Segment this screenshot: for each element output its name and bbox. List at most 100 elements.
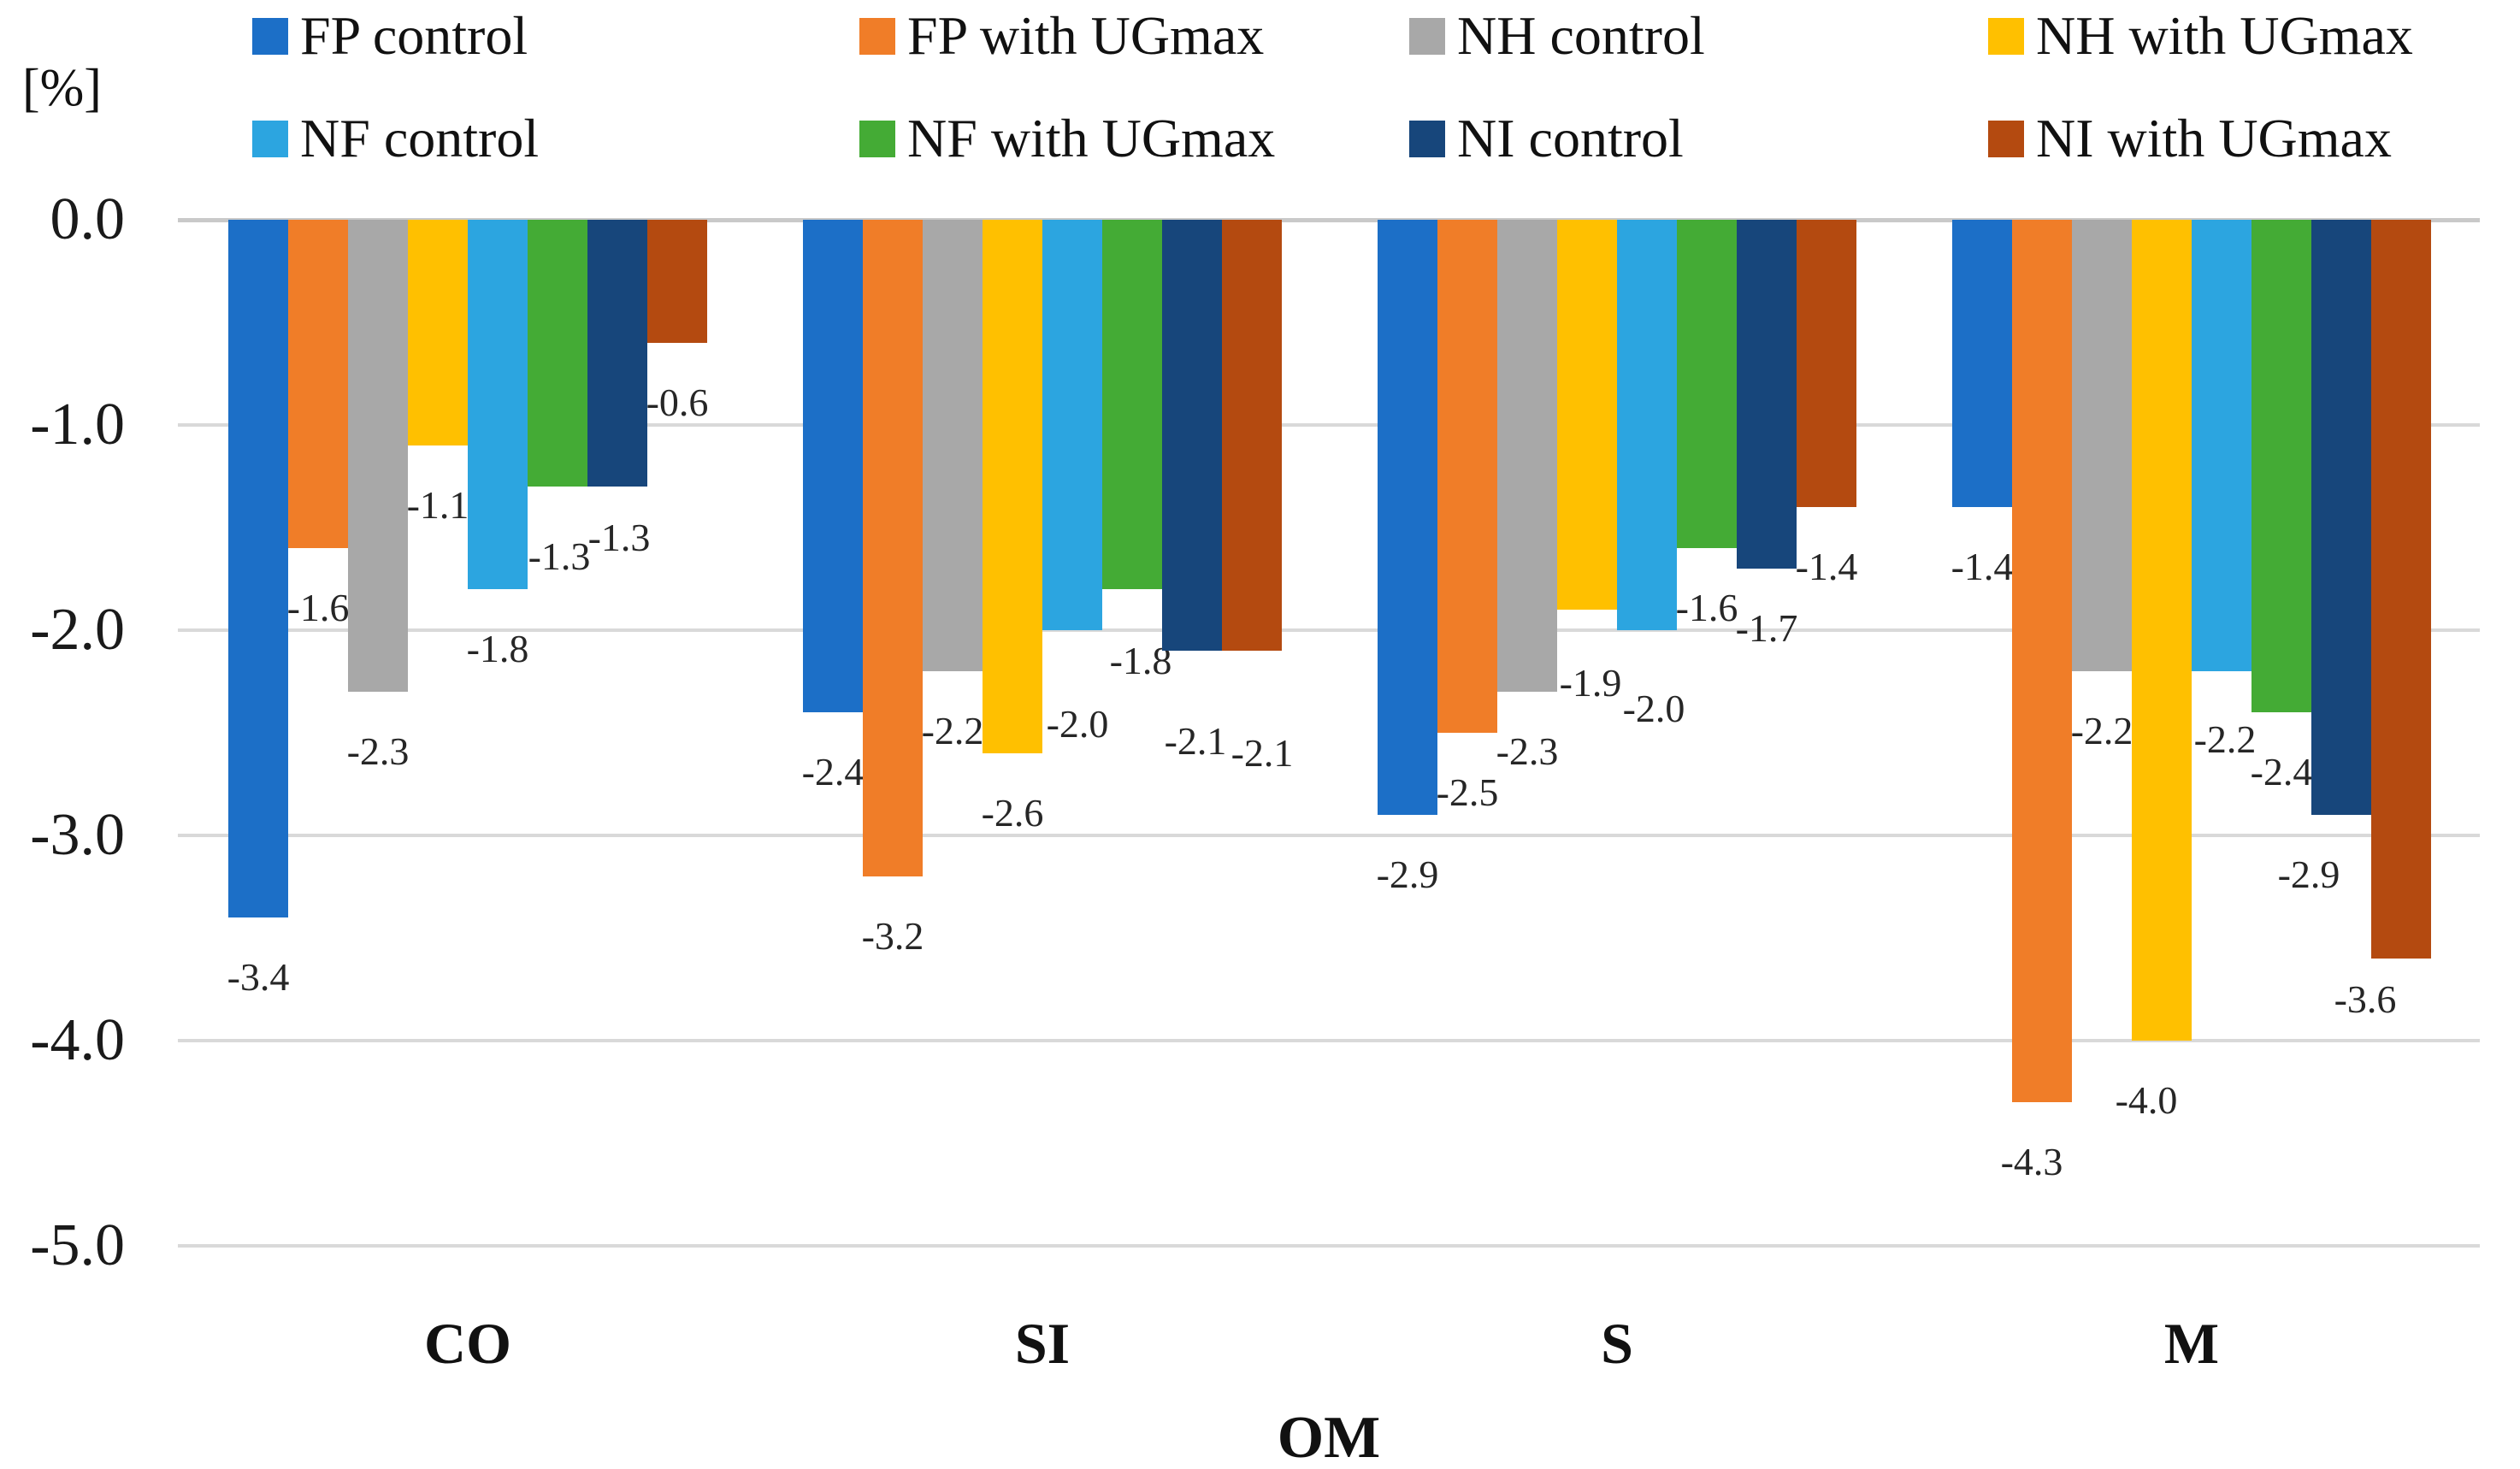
bar xyxy=(1737,220,1797,569)
bar-value-label: -2.4 xyxy=(2250,750,2313,793)
legend-item: NI control xyxy=(1409,108,1684,168)
bar xyxy=(1617,220,1677,630)
legend-label: NF control xyxy=(300,108,540,168)
bar-value-label: -0.6 xyxy=(646,381,709,424)
bar-value-label: -1.3 xyxy=(587,516,651,559)
bar xyxy=(983,220,1042,753)
bar-value-label: -2.1 xyxy=(1230,731,1294,775)
bar-value-label: -4.0 xyxy=(2115,1078,2178,1122)
y-tick-label: -3.0 xyxy=(30,802,125,868)
bar-value-label: -2.0 xyxy=(1046,702,1109,746)
bar xyxy=(863,220,923,876)
bar-value-label: -1.6 xyxy=(286,586,350,629)
bar-value-label: -2.3 xyxy=(346,729,410,773)
bar xyxy=(288,220,348,548)
legend-label: NF with UGmax xyxy=(907,108,1276,168)
bar-value-label: -1.3 xyxy=(528,534,591,578)
bar xyxy=(1797,220,1856,507)
category-label: M xyxy=(2163,1311,2220,1376)
bar-value-label: -2.9 xyxy=(1376,852,1439,896)
bar-value-label: -2.2 xyxy=(2070,709,2133,752)
bar xyxy=(1162,220,1222,651)
bar xyxy=(1497,220,1557,692)
x-axis-title: OM xyxy=(1277,1405,1381,1469)
legend-item: FP with UGmax xyxy=(859,5,1265,66)
bar xyxy=(1222,220,1282,651)
bar-value-label: -2.2 xyxy=(2193,717,2257,761)
bar-value-label: -3.2 xyxy=(861,914,924,958)
bar xyxy=(1102,220,1162,589)
gridline xyxy=(178,423,2480,427)
legend-swatch-icon xyxy=(252,120,288,157)
bar xyxy=(2371,220,2431,959)
legend-label: NH control xyxy=(1457,5,1705,66)
legend-label: NI with UGmax xyxy=(2036,108,2392,168)
bar xyxy=(528,220,587,487)
bar xyxy=(2072,220,2132,671)
bar-value-label: -1.9 xyxy=(1559,661,1622,705)
bar-value-label: -2.2 xyxy=(921,709,984,752)
bar-value-label: -2.3 xyxy=(1496,729,1559,773)
legend-label: NI control xyxy=(1457,108,1684,168)
legend-swatch-icon xyxy=(859,17,895,55)
bar xyxy=(348,220,408,692)
bar-value-label: -2.5 xyxy=(1436,770,1499,814)
legend-item: NH with UGmax xyxy=(1988,5,2413,66)
legend-label: NH with UGmax xyxy=(2036,5,2413,66)
gridline xyxy=(178,1244,2480,1248)
legend-item: NI with UGmax xyxy=(1988,108,2392,168)
y-axis-unit-label: [%] xyxy=(22,59,102,117)
legend-label: FP with UGmax xyxy=(907,5,1265,66)
category-label: S xyxy=(1601,1311,1633,1376)
bar xyxy=(2012,220,2072,1102)
bar xyxy=(923,220,983,671)
bar-value-label: -3.4 xyxy=(227,955,290,999)
bar xyxy=(1437,220,1497,733)
bar-value-label: -2.9 xyxy=(2277,852,2340,896)
bar-value-label: -2.1 xyxy=(1164,719,1227,763)
legend-item: NF with UGmax xyxy=(859,108,1276,168)
bar xyxy=(1378,220,1437,815)
legend-item: NH control xyxy=(1409,5,1705,66)
gridline xyxy=(178,217,2480,222)
y-tick-label: -2.0 xyxy=(30,597,125,663)
y-tick-label: -5.0 xyxy=(30,1212,125,1278)
y-tick-label: 0.0 xyxy=(50,186,126,252)
bar-value-label: -1.6 xyxy=(1675,586,1738,629)
bar-value-label: -1.7 xyxy=(1735,606,1798,650)
bar xyxy=(2132,220,2192,1041)
bar xyxy=(587,220,647,487)
legend-swatch-icon xyxy=(1988,120,2024,157)
legend-label: FP control xyxy=(300,5,528,66)
bar xyxy=(1042,220,1102,630)
bar-value-label: -1.8 xyxy=(1109,639,1172,682)
legend-item: NF control xyxy=(252,108,540,168)
legend-swatch-icon xyxy=(859,120,895,157)
bar xyxy=(2192,220,2251,671)
bar-value-label: -2.6 xyxy=(981,791,1044,835)
bar xyxy=(647,220,707,343)
bar xyxy=(1952,220,2012,507)
bar-value-label: -1.4 xyxy=(1950,545,2014,588)
gridline xyxy=(178,628,2480,632)
bar xyxy=(2251,220,2311,712)
bar-value-label: -4.3 xyxy=(2000,1140,2063,1183)
bar-value-label: -1.8 xyxy=(466,627,529,670)
legend-item: FP control xyxy=(252,5,528,66)
bar-value-label: -1.1 xyxy=(406,483,469,527)
bar xyxy=(228,220,288,917)
bar-value-label: -3.6 xyxy=(2334,977,2397,1021)
bar-value-label: -2.4 xyxy=(801,750,865,793)
y-tick-label: -1.0 xyxy=(30,392,125,457)
bar xyxy=(2311,220,2371,815)
bar-value-label: -2.0 xyxy=(1622,687,1685,730)
bar xyxy=(468,220,528,589)
bar xyxy=(408,220,468,445)
category-label: CO xyxy=(424,1311,511,1376)
bar xyxy=(803,220,863,712)
gridline xyxy=(178,834,2480,837)
legend-swatch-icon xyxy=(1409,120,1445,157)
gridline xyxy=(178,1039,2480,1042)
bar xyxy=(1677,220,1737,548)
bar-value-label: -1.4 xyxy=(1795,545,1858,588)
